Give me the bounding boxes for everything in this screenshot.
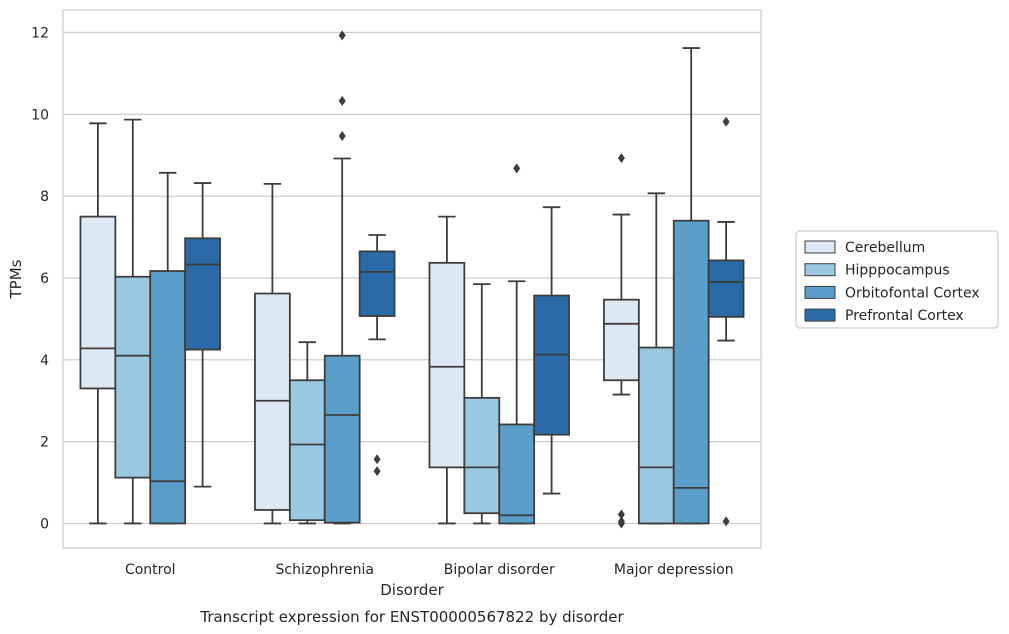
x-tick-label: Major depression xyxy=(614,562,734,578)
legend-swatch xyxy=(804,263,836,277)
outlier-point xyxy=(722,516,730,527)
box-body xyxy=(114,275,152,479)
box-hipppocampus-2 xyxy=(463,283,501,525)
x-axis-label: Disorder xyxy=(380,581,444,599)
box-prefrontal-cortex-3 xyxy=(707,116,745,527)
outlier-point xyxy=(338,95,346,106)
box-orbitofontal-cortex-2 xyxy=(498,163,536,525)
box-orbitofontal-cortex-3 xyxy=(672,47,710,525)
box-body xyxy=(603,298,640,382)
legend-label: Cerebellum xyxy=(845,240,925,256)
outlier-point xyxy=(513,163,521,174)
legend-swatch xyxy=(804,308,836,322)
box-body xyxy=(463,396,501,515)
outlier-point xyxy=(617,509,625,520)
outlier-point xyxy=(722,116,730,127)
box-hipppocampus-1 xyxy=(288,341,326,525)
legend-swatch xyxy=(804,240,836,254)
y-tick-label: 12 xyxy=(31,26,49,42)
outlier-point xyxy=(617,518,625,529)
box-body xyxy=(254,292,291,511)
legend-swatch xyxy=(804,285,836,299)
boxes xyxy=(79,30,745,529)
box-body xyxy=(323,354,361,524)
legend-frame xyxy=(795,230,999,329)
y-tick-label: 10 xyxy=(31,107,49,123)
box-body xyxy=(428,261,466,469)
box-body xyxy=(637,346,675,525)
box-body xyxy=(184,237,221,351)
plot-frame xyxy=(62,9,762,549)
box-body xyxy=(288,379,326,522)
y-tick-label: 0 xyxy=(40,516,49,532)
box-cerebellum-2 xyxy=(428,215,466,525)
y-tick-label: 6 xyxy=(40,271,49,287)
box-body xyxy=(149,270,187,525)
outlier-point xyxy=(373,454,381,465)
box-body xyxy=(358,250,396,317)
outlier-point xyxy=(617,153,625,164)
box-orbitofontal-cortex-1 xyxy=(323,30,361,525)
outlier-point xyxy=(338,131,346,142)
box-body xyxy=(672,219,710,525)
legend-label: Prefrontal Cortex xyxy=(845,308,964,324)
box-prefrontal-cortex-0 xyxy=(184,182,221,488)
box-prefrontal-cortex-1 xyxy=(358,234,396,477)
legend-label: Orbitofontal Cortex xyxy=(845,285,980,301)
outlier-point xyxy=(338,30,346,41)
box-hipppocampus-0 xyxy=(114,118,152,525)
outlier-point xyxy=(373,466,381,477)
box-orbitofontal-cortex-0 xyxy=(149,171,187,525)
y-tick-label: 8 xyxy=(40,189,49,205)
box-body xyxy=(79,215,117,390)
x-tick-label: Schizophrenia xyxy=(276,562,374,578)
box-prefrontal-cortex-2 xyxy=(533,206,570,495)
y-tick-label: 2 xyxy=(40,435,49,451)
box-cerebellum-3 xyxy=(603,153,640,529)
box-cerebellum-1 xyxy=(254,182,291,525)
box-body xyxy=(707,259,745,318)
y-tick-label: 4 xyxy=(40,353,49,369)
box-hipppocampus-3 xyxy=(637,192,675,525)
box-body xyxy=(498,423,536,525)
y-axis-label: TPMs xyxy=(7,259,25,299)
legend-label: Hipppocampus xyxy=(845,263,950,279)
legend: Cerebellum Hipppocampus Orbitofontal Corte… xyxy=(795,230,999,329)
chart-caption: Transcript expression for ENST0000056782… xyxy=(199,608,624,626)
box-body xyxy=(533,294,570,436)
x-tick-label: Bipolar disorder xyxy=(444,562,555,578)
x-tick-label: Control xyxy=(125,562,176,578)
axes: 0 2 4 6 8 10 12 Control Schizophrenia Bipolar dis… xyxy=(31,26,733,578)
